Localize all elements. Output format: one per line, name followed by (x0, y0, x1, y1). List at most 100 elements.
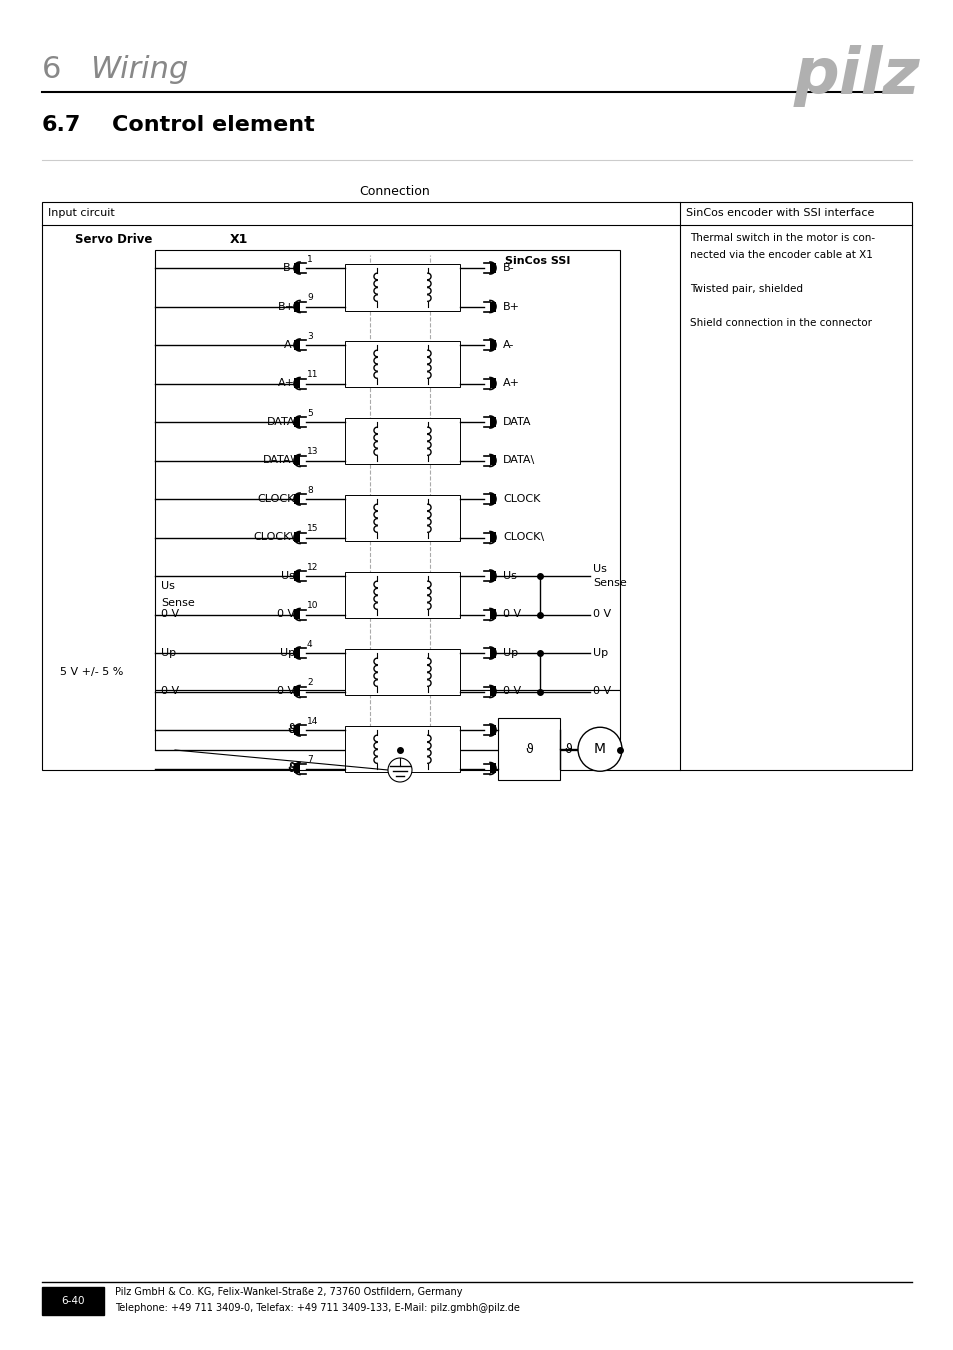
Text: DATA\: DATA\ (262, 455, 294, 466)
Text: Wiring: Wiring (90, 55, 188, 84)
Text: Connection: Connection (359, 185, 430, 198)
Bar (42, 202, 911, 769)
Text: CLOCK: CLOCK (257, 494, 294, 504)
Bar (490, 301, 496, 312)
Bar (490, 378, 496, 389)
Text: CLOCK\: CLOCK\ (253, 532, 294, 543)
Text: ϑ: ϑ (524, 743, 533, 756)
Text: 0 V: 0 V (276, 687, 294, 697)
Text: 2: 2 (307, 679, 313, 687)
Text: B-: B- (502, 263, 514, 273)
Bar (490, 571, 496, 580)
Text: 10: 10 (307, 602, 318, 610)
Text: SinCos encoder with SSI interface: SinCos encoder with SSI interface (685, 208, 874, 219)
Text: B+: B+ (502, 301, 519, 312)
Bar (294, 687, 299, 697)
Text: 6.7: 6.7 (42, 115, 81, 135)
Bar (294, 378, 299, 389)
Text: SinCos SSI: SinCos SSI (504, 256, 570, 266)
Bar (294, 532, 299, 543)
Text: A+: A+ (277, 378, 294, 389)
Text: B+: B+ (277, 301, 294, 312)
Text: Us: Us (593, 564, 606, 574)
Text: pilz: pilz (793, 45, 919, 107)
Text: Us: Us (161, 582, 174, 591)
Text: Up: Up (502, 648, 517, 657)
Text: Control element: Control element (112, 115, 314, 135)
Text: 0 V: 0 V (161, 609, 179, 620)
Text: 7: 7 (307, 756, 313, 764)
Text: X1: X1 (230, 234, 248, 246)
Bar (345, 649, 459, 695)
Text: Pilz GmbH & Co. KG, Felix-Wankel-Straße 2, 73760 Ostfildern, Germany: Pilz GmbH & Co. KG, Felix-Wankel-Straße … (115, 1287, 462, 1297)
Bar (345, 265, 459, 310)
Bar (154, 690, 619, 751)
Text: B-: B- (283, 263, 294, 273)
Text: 11: 11 (307, 370, 318, 379)
Text: 0 V: 0 V (593, 609, 611, 620)
Bar (154, 250, 619, 690)
Text: Sense: Sense (161, 598, 194, 609)
Bar (294, 301, 299, 312)
Text: 0 V: 0 V (502, 687, 520, 697)
Text: ϑ: ϑ (287, 724, 294, 737)
Text: A-: A- (283, 340, 294, 350)
Bar (490, 532, 496, 543)
Text: 9: 9 (307, 293, 313, 302)
Bar (345, 572, 459, 618)
Text: ϑ: ϑ (288, 725, 294, 734)
Bar (490, 725, 496, 734)
Bar (294, 417, 299, 427)
Bar (42, 1287, 104, 1315)
Bar (497, 718, 559, 780)
Bar (490, 455, 496, 466)
Text: Shield connection in the connector: Shield connection in the connector (689, 319, 871, 328)
Text: 15: 15 (307, 525, 318, 533)
Text: 3: 3 (307, 332, 313, 342)
Bar (490, 340, 496, 350)
Bar (490, 609, 496, 620)
Bar (490, 687, 496, 697)
Bar (294, 725, 299, 734)
Bar (490, 648, 496, 657)
Text: 4: 4 (307, 640, 313, 649)
Bar (345, 495, 459, 541)
Bar (294, 263, 299, 273)
Bar (345, 342, 459, 387)
Text: 0 V: 0 V (276, 609, 294, 620)
Text: ϑ: ϑ (563, 743, 571, 756)
Text: 5: 5 (307, 409, 313, 418)
Bar (294, 455, 299, 466)
Text: Us: Us (281, 571, 294, 580)
Bar (490, 263, 496, 273)
Text: 1: 1 (307, 255, 313, 265)
Text: ϑ: ϑ (287, 761, 294, 775)
Bar (294, 494, 299, 504)
Bar (294, 764, 299, 774)
Text: A+: A+ (502, 378, 519, 389)
Text: Up: Up (279, 648, 294, 657)
Text: A-: A- (502, 340, 514, 350)
Text: 14: 14 (307, 717, 318, 726)
Text: 13: 13 (307, 447, 318, 456)
Text: DATA\: DATA\ (502, 455, 535, 466)
Text: M: M (594, 743, 605, 756)
Bar (490, 417, 496, 427)
Text: Up: Up (161, 648, 176, 657)
Text: CLOCK: CLOCK (502, 494, 539, 504)
Circle shape (388, 757, 412, 782)
Text: Input circuit: Input circuit (48, 208, 114, 219)
Bar (490, 764, 496, 774)
Text: Thermal switch in the motor is con-: Thermal switch in the motor is con- (689, 234, 874, 243)
Text: Telephone: +49 711 3409-0, Telefax: +49 711 3409-133, E-Mail: pilz.gmbh@pilz.de: Telephone: +49 711 3409-0, Telefax: +49 … (115, 1303, 519, 1314)
Text: DATA: DATA (502, 417, 531, 427)
Text: 0 V: 0 V (161, 687, 179, 697)
Bar (490, 494, 496, 504)
Text: Us: Us (502, 571, 517, 580)
Bar (294, 648, 299, 657)
Bar (294, 571, 299, 580)
Text: CLOCK\: CLOCK\ (502, 532, 543, 543)
Text: 6: 6 (42, 55, 61, 84)
Bar (345, 726, 459, 772)
Text: Servo Drive: Servo Drive (75, 234, 152, 246)
